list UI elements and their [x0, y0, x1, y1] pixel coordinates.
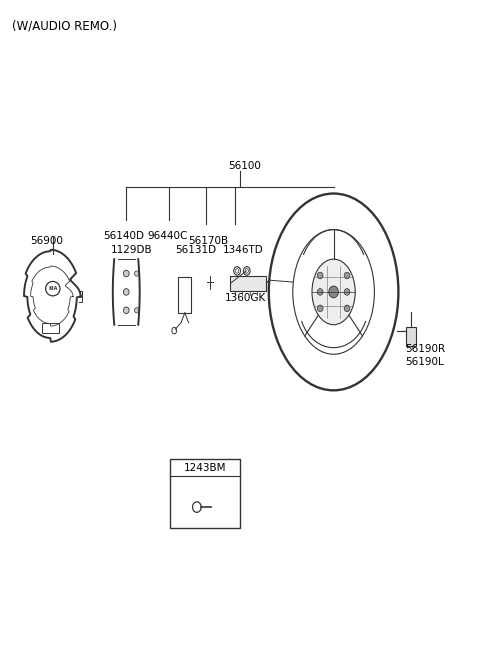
Text: 1346TD: 1346TD	[223, 245, 264, 255]
Ellipse shape	[317, 305, 323, 312]
Text: 56190L: 56190L	[405, 357, 444, 367]
Ellipse shape	[123, 270, 129, 277]
Bar	[42, 323, 59, 333]
Text: 56100: 56100	[228, 161, 261, 171]
Ellipse shape	[317, 289, 323, 295]
Text: 56170B: 56170B	[188, 236, 228, 246]
Text: KIA: KIA	[48, 286, 58, 291]
Bar	[178, 277, 191, 313]
Ellipse shape	[317, 272, 323, 279]
Ellipse shape	[344, 305, 350, 312]
Bar	[170, 459, 240, 528]
Ellipse shape	[344, 272, 350, 279]
Ellipse shape	[134, 271, 139, 276]
Bar	[406, 327, 416, 346]
Ellipse shape	[329, 286, 338, 298]
Ellipse shape	[123, 289, 129, 295]
Text: 56131D: 56131D	[175, 245, 216, 255]
Text: 1129DB: 1129DB	[111, 245, 153, 255]
Ellipse shape	[312, 259, 355, 325]
Bar	[230, 276, 266, 291]
Text: 56900: 56900	[30, 236, 62, 246]
Text: 56190R: 56190R	[405, 344, 445, 354]
Text: (W/AUDIO REMO.): (W/AUDIO REMO.)	[12, 20, 117, 33]
Ellipse shape	[123, 307, 129, 314]
Ellipse shape	[344, 289, 350, 295]
Ellipse shape	[134, 308, 139, 313]
Text: 56140D: 56140D	[103, 231, 144, 241]
Text: 1360GK: 1360GK	[225, 293, 266, 303]
Text: 96440C: 96440C	[148, 231, 188, 241]
Text: 1243BM: 1243BM	[184, 463, 227, 473]
